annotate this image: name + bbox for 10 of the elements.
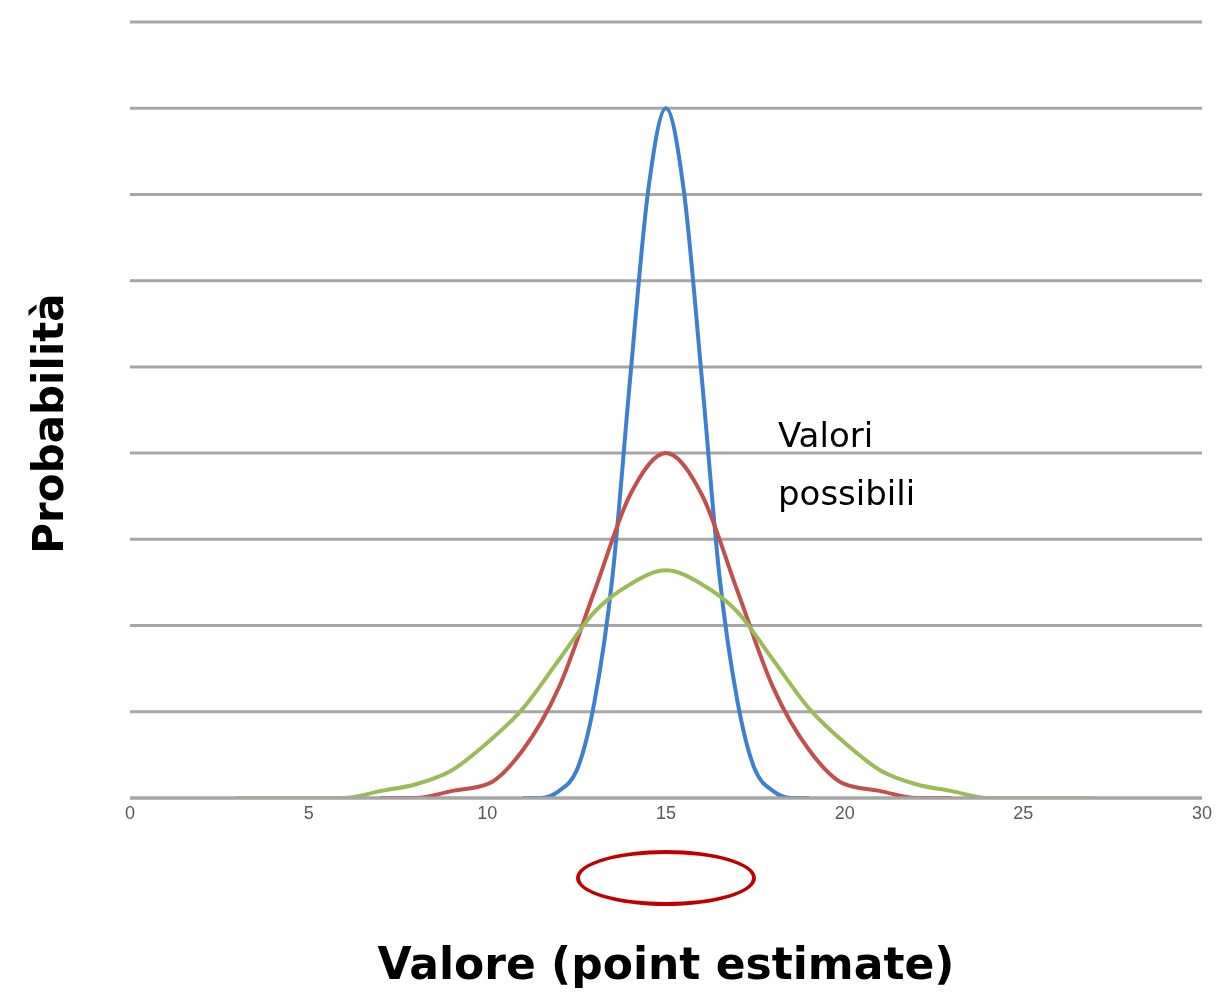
x-axis-title: Valore (point estimate): [376, 938, 956, 989]
annotation: Valori possibili: [778, 414, 917, 515]
x-tick-label: 25: [1013, 802, 1034, 823]
x-tick-label: 10: [477, 802, 498, 823]
x-tick-label: 15: [655, 802, 677, 823]
x-tick-label: 30: [1191, 802, 1213, 823]
x-tick-label: 5: [303, 802, 314, 823]
y-axis-title: Probabilità: [23, 292, 73, 554]
x-tick-label: 0: [124, 802, 136, 823]
x-tick-label: 20: [834, 802, 855, 823]
